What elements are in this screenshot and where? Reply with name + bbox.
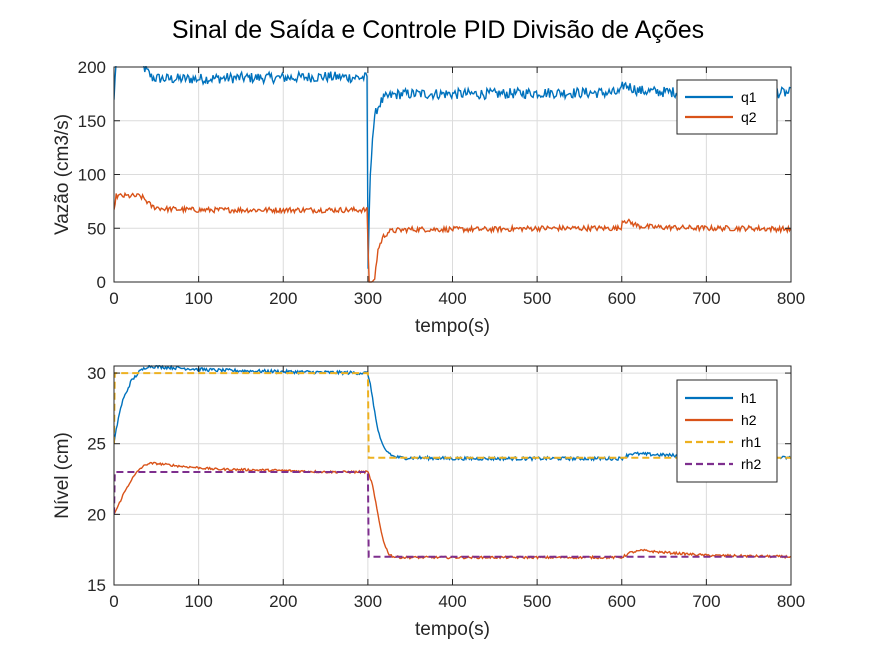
y-axis-label: Nível (cm) (52, 432, 73, 519)
y-tick-label: 15 (87, 576, 106, 595)
series-line-rh1 (114, 372, 791, 459)
x-tick-label: 0 (109, 289, 118, 308)
series-line-q2 (114, 191, 791, 283)
y-tick-label: 25 (87, 435, 106, 454)
x-tick-label: 300 (354, 289, 382, 308)
x-tick-label: 500 (523, 289, 551, 308)
legend-box (676, 379, 778, 483)
x-axis-label: tempo(s) (415, 316, 490, 337)
x-axis-label: tempo(s) (415, 619, 490, 640)
legend-label-q1: q1 (741, 89, 757, 105)
x-tick-label: 600 (608, 289, 636, 308)
y-tick-label: 30 (87, 364, 106, 383)
y-tick-label: 20 (87, 505, 106, 524)
legend-label-rh1: rh1 (741, 434, 761, 450)
x-tick-label: 100 (184, 289, 212, 308)
legend: h1 h2 rh1 rh2 (676, 379, 778, 483)
y-tick-label: 100 (78, 166, 106, 185)
x-tick-label: 800 (777, 592, 805, 611)
subplot-level: 0 100 200 300 400 500 600 700 800 15 20 25 30 tempo(s… (52, 364, 805, 640)
y-tick-label: 200 (78, 58, 106, 77)
x-tick-label: 800 (777, 289, 805, 308)
y-tick-label: 0 (97, 273, 106, 292)
y-tick-label: 150 (78, 112, 106, 131)
x-tick-label: 400 (438, 592, 466, 611)
series-line-rh2 (114, 471, 791, 558)
x-tick-label: 700 (692, 592, 720, 611)
x-tick-label: 200 (269, 592, 297, 611)
legend-label-q2: q2 (741, 109, 757, 125)
y-axis-label: Vazão (cm3/s) (52, 114, 73, 235)
legend-label-h1: h1 (741, 390, 757, 406)
x-tick-label: 100 (184, 592, 212, 611)
legend-box (676, 79, 778, 135)
figure-title: Sinal de Saída e Controle PID Divisão de… (172, 16, 704, 44)
legend-label-rh2: rh2 (741, 456, 761, 472)
x-tick-label: 0 (109, 592, 118, 611)
x-tick-label: 400 (438, 289, 466, 308)
x-tick-label: 200 (269, 289, 297, 308)
x-tick-label: 500 (523, 592, 551, 611)
subplot-flow: 0 100 200 300 400 500 600 700 800 0 50 100 150 200 tem… (52, 58, 805, 337)
x-tick-label: 700 (692, 289, 720, 308)
x-tick-label: 300 (354, 592, 382, 611)
y-tick-label: 50 (87, 219, 106, 238)
x-tick-label: 600 (608, 592, 636, 611)
legend-label-h2: h2 (741, 412, 757, 428)
